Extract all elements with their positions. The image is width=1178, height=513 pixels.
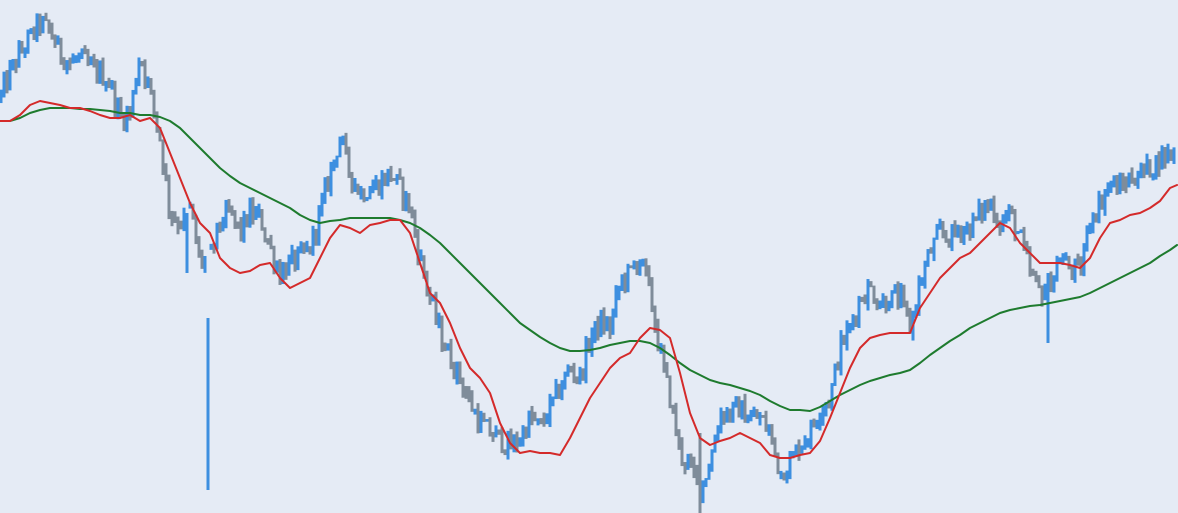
ma-long-line bbox=[0, 107, 1178, 412]
ma-short-line bbox=[0, 100, 1178, 459]
price-bars bbox=[0, 12, 1176, 513]
